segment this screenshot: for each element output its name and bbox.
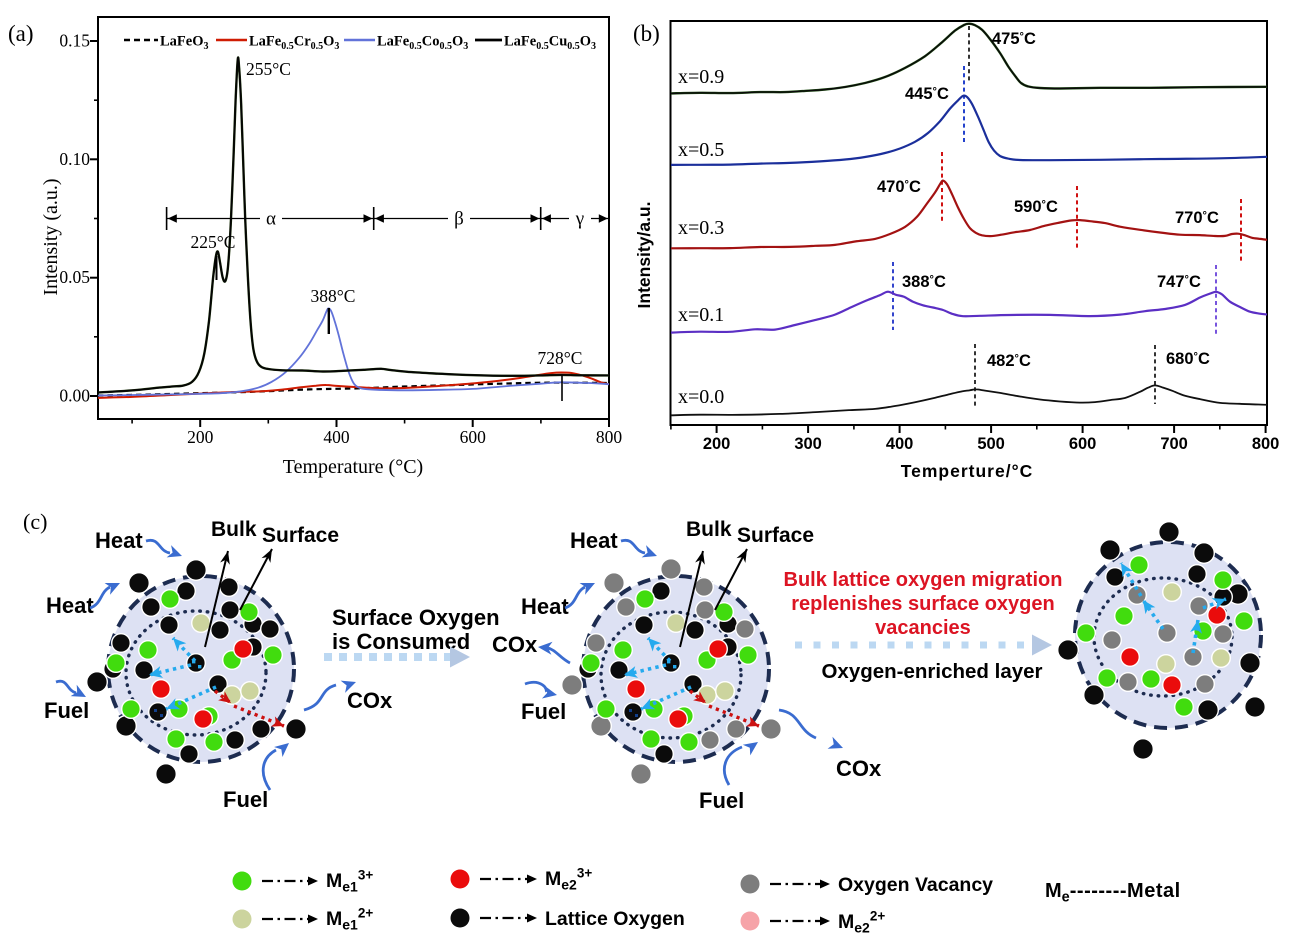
svg-text:Bulk lattice oxygen migration: Bulk lattice oxygen migration [784, 569, 1063, 591]
svg-text:α: α [266, 209, 276, 230]
svg-text:475°C: 475°C [992, 30, 1036, 48]
svg-text:482°C: 482°C [987, 352, 1031, 370]
svg-text:Heat: Heat [570, 528, 618, 553]
svg-text:590°C: 590°C [1014, 198, 1058, 216]
svg-text:800: 800 [1252, 435, 1280, 453]
svg-text:Oxygen Vacancy: Oxygen Vacancy [838, 874, 993, 896]
svg-text:Temperature (°C): Temperature (°C) [283, 456, 423, 478]
svg-text:445°C: 445°C [905, 85, 949, 103]
svg-text:770°C: 770°C [1175, 209, 1219, 227]
svg-text:Lattice Oxygen: Lattice Oxygen [545, 908, 685, 930]
svg-text:Intensity/a.u.: Intensity/a.u. [634, 202, 654, 309]
svg-text:is Consumed: is Consumed [332, 629, 470, 654]
svg-text:COx: COx [836, 756, 882, 781]
svg-text:700: 700 [1160, 435, 1188, 453]
svg-text:300: 300 [794, 435, 822, 453]
svg-text:0.00: 0.00 [59, 386, 90, 406]
svg-text:COx: COx [492, 632, 538, 657]
svg-text:replenishes surface oxygen: replenishes surface oxygen [791, 593, 1054, 615]
svg-text:Me23+: Me23+ [545, 866, 592, 893]
svg-text:LaFeO3: LaFeO3 [160, 34, 209, 53]
svg-text:LaFe0.5Co0.5O3: LaFe0.5Co0.5O3 [377, 34, 468, 53]
svg-text:728°C: 728°C [538, 348, 583, 368]
svg-text:Fuel: Fuel [521, 699, 566, 724]
svg-text:680°C: 680°C [1166, 350, 1210, 368]
svg-text:β: β [454, 209, 464, 230]
svg-text:Oxygen-enriched layer: Oxygen-enriched layer [821, 660, 1042, 683]
svg-text:0.15: 0.15 [59, 31, 90, 51]
svg-text:255°C: 255°C [246, 59, 291, 79]
svg-text:600: 600 [1069, 435, 1097, 453]
svg-text:x=0.0: x=0.0 [678, 386, 724, 408]
svg-text:LaFe0.5Cr0.5O3: LaFe0.5Cr0.5O3 [249, 34, 339, 53]
svg-text:Fuel: Fuel [223, 787, 268, 812]
svg-text:388°C: 388°C [311, 286, 356, 306]
svg-text:388°C: 388°C [902, 273, 946, 291]
svg-text:LaFe0.5Cu0.5O3: LaFe0.5Cu0.5O3 [504, 34, 596, 53]
svg-text:Surface: Surface [737, 524, 814, 547]
svg-text:800: 800 [596, 427, 623, 447]
svg-text:Surface: Surface [262, 524, 339, 547]
svg-text:400: 400 [886, 435, 914, 453]
svg-text:0.05: 0.05 [59, 267, 90, 287]
svg-text:(c): (c) [23, 509, 47, 534]
svg-text:Temperture/°C: Temperture/°C [901, 461, 1033, 481]
svg-text:200: 200 [187, 427, 214, 447]
svg-text:(a): (a) [8, 21, 34, 46]
svg-text:600: 600 [460, 427, 487, 447]
svg-text:470°C: 470°C [877, 178, 921, 196]
svg-text:500: 500 [977, 435, 1005, 453]
svg-text:Heat: Heat [46, 593, 94, 618]
svg-text:COx: COx [347, 688, 393, 713]
svg-text:Heat: Heat [521, 594, 569, 619]
svg-text:0.10: 0.10 [59, 149, 90, 169]
svg-text:vacancies: vacancies [875, 617, 971, 639]
svg-text:Bulk: Bulk [686, 518, 732, 541]
svg-text:x=0.9: x=0.9 [678, 66, 724, 88]
svg-text:747°C: 747°C [1157, 273, 1201, 291]
svg-text:Surface Oxygen: Surface Oxygen [332, 605, 500, 630]
svg-text:γ: γ [575, 209, 584, 230]
svg-text:Fuel: Fuel [699, 788, 744, 813]
svg-text:200: 200 [703, 435, 731, 453]
svg-text:x=0.5: x=0.5 [678, 139, 724, 161]
svg-text:x=0.1: x=0.1 [678, 304, 724, 326]
svg-text:400: 400 [323, 427, 350, 447]
svg-text:225°C: 225°C [191, 232, 236, 252]
svg-text:(b): (b) [633, 21, 660, 46]
svg-text:x=0.3: x=0.3 [678, 217, 724, 239]
svg-text:Heat: Heat [95, 528, 143, 553]
svg-text:Fuel: Fuel [44, 698, 89, 723]
svg-text:Intensity (a.u.): Intensity (a.u.) [40, 178, 62, 295]
svg-text:Bulk: Bulk [211, 518, 257, 541]
